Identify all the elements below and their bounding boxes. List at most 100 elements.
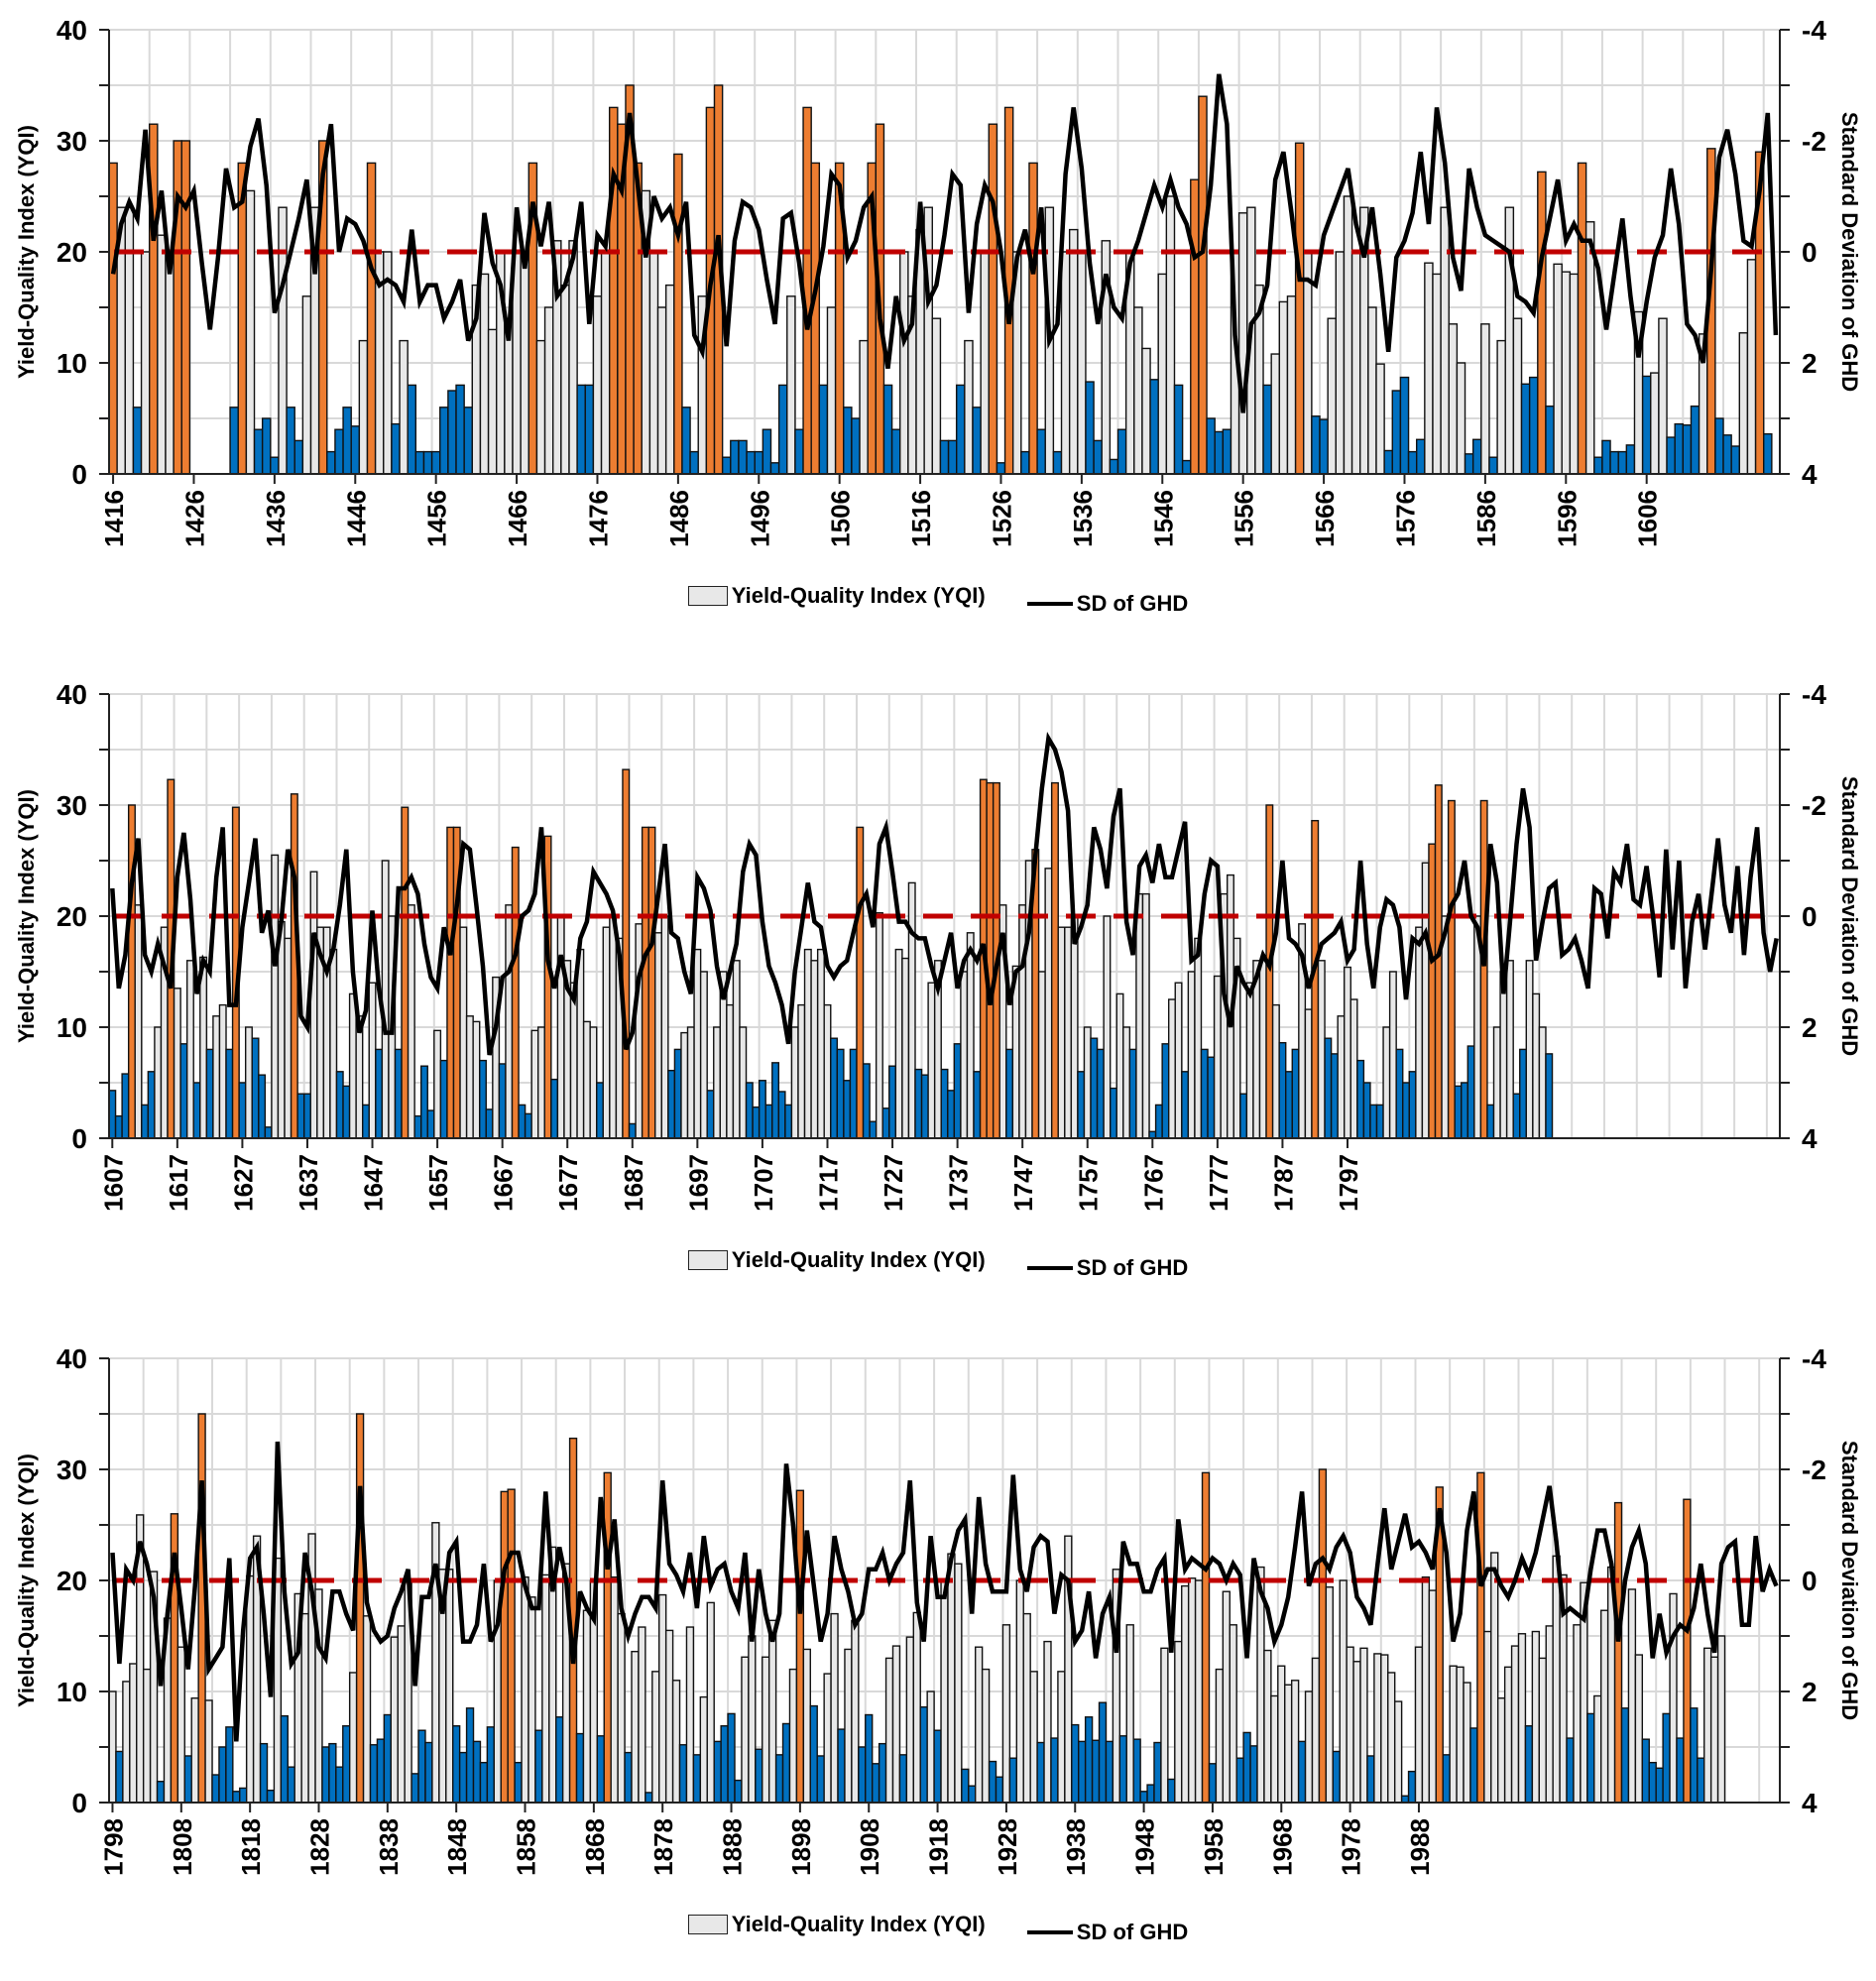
x-tick-label: 1717 — [813, 1154, 843, 1212]
bar — [1650, 372, 1660, 475]
legend-item-sd: SD of GHD — [1026, 1920, 1188, 1945]
bar — [651, 1671, 660, 1804]
bar — [452, 1725, 461, 1804]
bar — [1569, 273, 1580, 475]
bar — [366, 162, 377, 475]
bar — [555, 1716, 564, 1804]
bar — [1215, 1668, 1225, 1804]
bar — [1463, 1682, 1471, 1804]
bar — [1666, 436, 1676, 475]
bar — [1005, 1048, 1014, 1139]
bar — [1050, 1737, 1059, 1804]
bar — [424, 1741, 433, 1804]
bar — [1600, 1609, 1609, 1804]
bar — [1187, 971, 1196, 1139]
bar — [1132, 1738, 1141, 1804]
x-tick-label: 1978 — [1337, 1818, 1366, 1876]
bar — [1239, 1093, 1248, 1139]
bar — [699, 1695, 708, 1804]
bar — [754, 450, 764, 475]
y2-tick-label: -2 — [1802, 126, 1826, 157]
bar — [514, 1761, 523, 1804]
x-tick-label: 1848 — [442, 1818, 472, 1876]
bar — [1285, 1071, 1293, 1139]
bar — [335, 1766, 344, 1804]
bar — [1161, 1043, 1170, 1139]
bar — [1319, 418, 1329, 475]
x-tick-label: 1938 — [1061, 1818, 1091, 1876]
bar — [1294, 142, 1305, 475]
bar — [1304, 1008, 1313, 1139]
bar — [485, 1108, 494, 1139]
bar — [1641, 1738, 1650, 1804]
x-tick-label: 1898 — [786, 1818, 816, 1876]
bar — [912, 1611, 921, 1804]
bar — [190, 1697, 199, 1804]
bar — [1020, 450, 1030, 475]
bar — [280, 1714, 289, 1804]
bar — [899, 251, 909, 475]
bar — [362, 1615, 372, 1804]
bar — [239, 1787, 248, 1804]
bar — [530, 1029, 539, 1139]
bar — [244, 1026, 253, 1139]
bar — [1200, 1048, 1209, 1139]
bar — [680, 1031, 689, 1139]
bar — [204, 1699, 213, 1804]
bar — [1553, 263, 1563, 475]
x-tick-label: 1466 — [503, 490, 532, 547]
bar — [673, 1048, 682, 1139]
bar — [1181, 459, 1192, 475]
bar — [960, 971, 969, 1139]
bar — [685, 1626, 695, 1804]
bar — [1098, 1701, 1108, 1804]
bar — [1690, 405, 1700, 475]
bar — [472, 1020, 481, 1139]
bar — [738, 439, 748, 475]
bar — [907, 881, 916, 1139]
y2-tick-label: 4 — [1802, 459, 1817, 490]
bar — [479, 1761, 489, 1804]
x-tick-label: 1777 — [1204, 1154, 1233, 1212]
bar — [1658, 317, 1668, 475]
x-tick-label: 1838 — [374, 1818, 404, 1876]
legend-1: Yield-Quality Index (YQI) SD of GHD — [0, 583, 1876, 617]
bar — [179, 1043, 188, 1139]
bar — [681, 407, 691, 475]
bar — [1391, 390, 1402, 475]
bar — [610, 1575, 619, 1804]
x-tick-label: 1798 — [98, 1818, 128, 1876]
bar — [1050, 781, 1059, 1139]
x-tick-label: 1808 — [168, 1818, 197, 1876]
bar — [350, 425, 361, 475]
bar — [641, 826, 649, 1139]
bar — [600, 251, 611, 475]
bar — [940, 1579, 949, 1804]
bar — [1208, 1763, 1218, 1804]
bar — [1428, 1589, 1437, 1804]
bar — [721, 456, 732, 475]
x-tick-label: 1576 — [1390, 490, 1420, 547]
bar — [631, 1650, 640, 1804]
bar — [667, 1069, 676, 1139]
bar — [624, 1751, 633, 1804]
bar — [205, 1048, 214, 1139]
bar — [1537, 171, 1547, 475]
bar — [862, 1063, 871, 1139]
bar — [898, 1754, 908, 1804]
bar — [287, 1766, 295, 1804]
bar — [498, 1063, 507, 1139]
y2-tick-label: 2 — [1802, 1677, 1817, 1707]
bar — [1448, 323, 1459, 475]
bar — [543, 306, 554, 475]
bar — [1738, 332, 1749, 475]
bar — [1332, 1750, 1341, 1804]
bar — [1173, 384, 1184, 475]
bar — [1442, 1754, 1451, 1804]
bar — [771, 1062, 780, 1139]
bar — [732, 960, 741, 1139]
x-tick-label: 1707 — [749, 1154, 778, 1212]
bar — [390, 1636, 399, 1804]
bar — [1613, 1501, 1623, 1804]
bar — [472, 1740, 482, 1804]
